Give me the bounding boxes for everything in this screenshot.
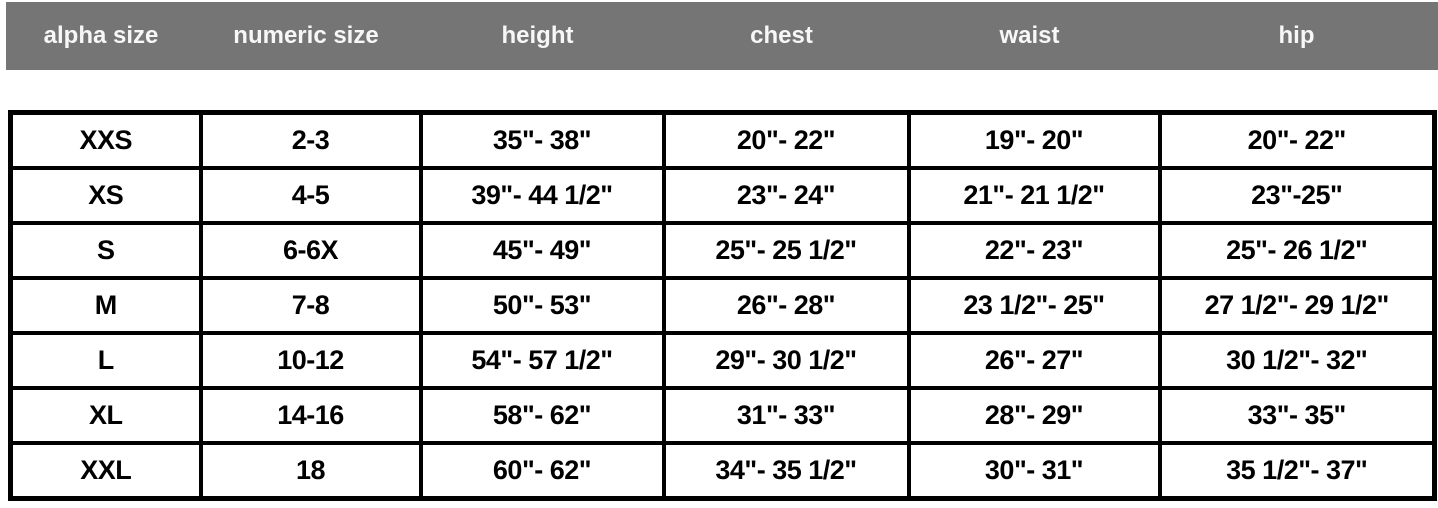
- cell-alpha-size: L: [8, 331, 203, 390]
- cell-numeric-size: 14-16: [198, 386, 423, 445]
- column-header-hip: hip: [1278, 22, 1315, 49]
- cell-height: 54"- 57 1/2": [418, 331, 666, 390]
- size-chart-table: XXS 2-3 35"- 38" 20"- 22" 19"- 20" 20"- …: [8, 110, 1437, 501]
- cell-chest: 34"- 35 1/2": [661, 441, 911, 501]
- cell-chest: 23"- 24": [661, 166, 911, 225]
- cell-waist: 19"- 20": [906, 110, 1162, 170]
- cell-waist: 22"- 23": [906, 221, 1162, 280]
- cell-alpha-size: XXS: [8, 110, 203, 170]
- column-header-numeric-size: numeric size: [233, 22, 379, 49]
- cell-numeric-size: 6-6X: [198, 221, 423, 280]
- cell-numeric-size: 2-3: [198, 110, 423, 170]
- column-header-height: height: [501, 22, 574, 49]
- cell-alpha-size: M: [8, 276, 203, 335]
- cell-height: 45"- 49": [418, 221, 666, 280]
- cell-waist: 30"- 31": [906, 441, 1162, 501]
- cell-chest: 29"- 30 1/2": [661, 331, 911, 390]
- cell-hip: 30 1/2"- 32": [1157, 331, 1437, 390]
- cell-waist: 21"- 21 1/2": [906, 166, 1162, 225]
- table-row-l: L 10-12 54"- 57 1/2" 29"- 30 1/2" 26"- 2…: [8, 331, 1437, 390]
- table-row-xs: XS 4-5 39"- 44 1/2" 23"- 24" 21"- 21 1/2…: [8, 166, 1437, 225]
- cell-height: 50"- 53": [418, 276, 666, 335]
- cell-waist: 28"- 29": [906, 386, 1162, 445]
- cell-chest: 31"- 33": [661, 386, 911, 445]
- cell-chest: 26"- 28": [661, 276, 911, 335]
- table-row-xl: XL 14-16 58"- 62" 31"- 33" 28"- 29" 33"-…: [8, 386, 1437, 445]
- cell-hip: 27 1/2"- 29 1/2": [1157, 276, 1437, 335]
- column-header-alpha-size: alpha size: [43, 22, 159, 49]
- table-row-s: S 6-6X 45"- 49" 25"- 25 1/2" 22"- 23" 25…: [8, 221, 1437, 280]
- cell-height: 58"- 62": [418, 386, 666, 445]
- cell-hip: 33"- 35": [1157, 386, 1437, 445]
- cell-alpha-size: S: [8, 221, 203, 280]
- table-row-xxs: XXS 2-3 35"- 38" 20"- 22" 19"- 20" 20"- …: [8, 110, 1437, 170]
- cell-numeric-size: 7-8: [198, 276, 423, 335]
- cell-alpha-size: XS: [8, 166, 203, 225]
- cell-numeric-size: 4-5: [198, 166, 423, 225]
- cell-height: 39"- 44 1/2": [418, 166, 666, 225]
- cell-alpha-size: XL: [8, 386, 203, 445]
- cell-hip: 20"- 22": [1157, 110, 1437, 170]
- cell-chest: 25"- 25 1/2": [661, 221, 911, 280]
- cell-height: 35"- 38": [418, 110, 666, 170]
- cell-alpha-size: XXL: [8, 441, 203, 501]
- column-header-bar: alpha size numeric size height chest wai…: [6, 2, 1438, 70]
- cell-numeric-size: 18: [198, 441, 423, 501]
- cell-hip: 35 1/2"- 37": [1157, 441, 1437, 501]
- cell-height: 60"- 62": [418, 441, 666, 501]
- column-header-waist: waist: [999, 22, 1060, 49]
- cell-chest: 20"- 22": [661, 110, 911, 170]
- table-row-xxl: XXL 18 60"- 62" 34"- 35 1/2" 30"- 31" 35…: [8, 441, 1437, 501]
- cell-waist: 23 1/2"- 25": [906, 276, 1162, 335]
- cell-hip: 23"-25": [1157, 166, 1437, 225]
- cell-waist: 26"- 27": [906, 331, 1162, 390]
- cell-hip: 25"- 26 1/2": [1157, 221, 1437, 280]
- column-header-chest: chest: [750, 22, 813, 49]
- table-row-m: M 7-8 50"- 53" 26"- 28" 23 1/2"- 25" 27 …: [8, 276, 1437, 335]
- cell-numeric-size: 10-12: [198, 331, 423, 390]
